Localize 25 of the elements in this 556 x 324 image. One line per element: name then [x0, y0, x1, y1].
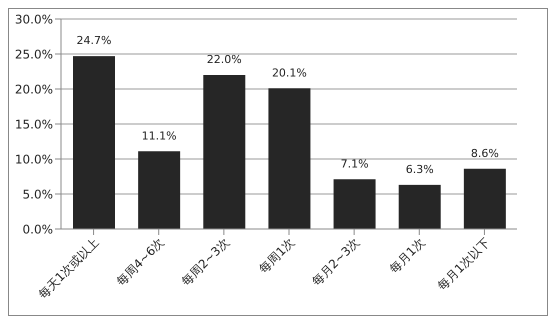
y-tick-label: 0.0% [22, 222, 53, 236]
bar [464, 168, 506, 229]
bar [138, 151, 180, 229]
x-tick-label: 每天1次或以上 [36, 235, 102, 302]
y-tick-label: 20.0% [14, 82, 53, 96]
data-label: 11.1% [142, 129, 177, 142]
x-tick-label: 每周1次 [256, 235, 298, 276]
bar [334, 179, 376, 229]
data-label: 8.6% [470, 146, 499, 160]
bar [268, 88, 310, 229]
data-label: 24.7% [76, 34, 112, 48]
data-label: 22.0% [206, 53, 242, 66]
bar [203, 75, 246, 229]
data-label: 20.1% [272, 66, 307, 80]
x-tick-label: 每月1次 [386, 235, 428, 276]
x-tick-label: 每月1次以下 [434, 235, 493, 293]
y-tick-label: 5.0% [22, 187, 53, 202]
y-tick-label: 25.0% [14, 47, 53, 62]
y-tick-label: 10.0% [14, 152, 53, 166]
y-tick-label: 15.0% [14, 117, 53, 132]
data-label: 6.3% [406, 162, 434, 176]
data-label: 7.1% [340, 157, 369, 170]
y-tick-label: 30.0% [14, 12, 53, 26]
bar [398, 184, 441, 229]
bar [73, 56, 115, 229]
